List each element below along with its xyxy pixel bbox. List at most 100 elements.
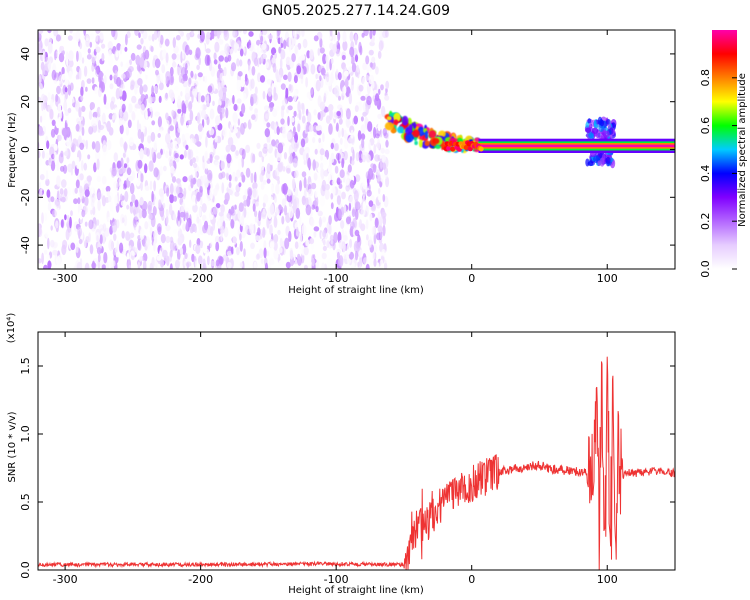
spectrogram-noise-cell <box>335 48 341 57</box>
spectrogram-noise-cell <box>221 182 225 194</box>
spectrogram-noise-cell <box>335 152 341 161</box>
spectrogram-noise-cell <box>273 241 278 251</box>
spectrogram-noise-cell <box>219 225 225 234</box>
spectrogram-noise-cell <box>318 216 322 228</box>
spectrogram-noise-cell <box>302 38 308 49</box>
spectrogram-noise-cell <box>140 94 146 103</box>
spectrogram-noise-cell <box>98 87 102 98</box>
spectrogram-noise-cell <box>149 106 153 112</box>
spectrogram-noise-cell <box>360 124 366 134</box>
spectrogram-noise-cell <box>92 205 96 216</box>
snr-series <box>38 356 675 570</box>
spectrogram-noise-cell <box>46 140 50 150</box>
spectrogram-noise-cell <box>283 185 289 191</box>
spectrogram-noise-cell <box>293 90 297 102</box>
spectrogram-noise-cell <box>250 242 255 249</box>
spectrogram-noise-cell <box>378 187 381 195</box>
spectrogram-noise-cell <box>251 66 256 76</box>
spectrogram-noise-cell <box>214 134 218 143</box>
spectrogram-noise-cell <box>362 62 368 71</box>
spectrogram-noise-cell <box>42 50 46 62</box>
spectrogram-noise-cell <box>206 54 211 66</box>
spectrogram-noise-cell <box>91 186 94 195</box>
spectrogram-noise-cell <box>151 120 156 126</box>
spectrogram-noise-cell <box>262 179 267 185</box>
spectrogram-noise-cell <box>111 30 116 38</box>
spectrogram-noise-cell <box>47 30 52 34</box>
spectrogram-noise-cell <box>272 38 277 49</box>
spectrogram-noise-cell <box>119 45 123 55</box>
spectrogram-noise-cell <box>343 253 347 260</box>
spectrogram-noise-cell <box>322 132 325 143</box>
spectrogram-noise-cell <box>120 84 126 90</box>
spectrogram-noise-cell <box>198 255 203 265</box>
x-tick-label: -300 <box>53 573 78 586</box>
spectrogram-noise-cell <box>223 226 229 238</box>
spectrogram-signal-cell <box>424 130 429 139</box>
spectrogram-noise-cell <box>79 42 83 50</box>
spectrogram-noise-cell <box>329 30 333 37</box>
spectrogram-noise-cell <box>382 127 387 137</box>
spectrogram-noise-cell <box>327 258 333 268</box>
spectrogram-noise-cell <box>232 233 238 245</box>
spectrogram-noise-cell <box>291 178 296 190</box>
spectrogram-noise-cell <box>214 235 220 244</box>
spectrogram-noise-cell <box>313 172 318 181</box>
spectrogram-noise-cell <box>78 238 83 245</box>
spectrogram-noise-cell <box>365 239 369 246</box>
spectrogram-noise-cell <box>375 66 379 75</box>
spectrogram-noise-cell <box>144 185 150 191</box>
spectrogram-noise-cell <box>188 49 193 56</box>
spectrogram-noise-cell <box>293 110 297 117</box>
spectrogram-noise-cell <box>101 43 106 49</box>
spectrogram-noise-cell <box>380 173 384 183</box>
spectrogram-noise-cell <box>215 241 220 252</box>
spectrogram-noise-cell <box>305 77 308 88</box>
spectrogram-noise-cell <box>169 125 175 132</box>
spectrogram-noise-cell <box>164 30 168 37</box>
spectrogram-noise-cell <box>108 49 112 57</box>
spectrogram-noise-cell <box>239 59 243 67</box>
spectrogram-noise-cell <box>158 82 164 91</box>
spectrogram-noise-cell <box>201 203 207 213</box>
spectrogram-noise-cell <box>177 210 181 221</box>
spectrogram-noise-cell <box>91 77 95 84</box>
spectrogram-noise-cell <box>58 153 64 164</box>
colorbar-tick-label: 0.0 <box>699 260 712 278</box>
spectrogram-noise-cell <box>248 39 251 49</box>
spectrogram-noise-cell <box>120 200 127 207</box>
spectrogram-noise-cell <box>165 119 170 127</box>
spectrogram-noise-cell <box>303 159 307 166</box>
spectrogram-noise-cell <box>111 167 117 177</box>
spectrogram-noise-cell <box>361 138 365 149</box>
spectrogram-disturbance-cell <box>604 130 610 138</box>
spectrogram-noise-cell <box>67 84 72 96</box>
spectrogram-noise-cell <box>210 226 214 236</box>
spectrogram-noise-cell <box>321 252 327 260</box>
spectrogram-noise-cell <box>376 173 382 182</box>
spectrogram-noise-cell <box>70 210 73 217</box>
spectrogram-noise-cell <box>40 181 44 192</box>
spectrogram-noise-cell <box>140 30 144 34</box>
x-tick-label: 100 <box>597 272 618 285</box>
spectrogram-noise-cell <box>380 147 385 154</box>
spectrogram-noise-cell <box>363 30 369 37</box>
spectrogram-noise-cell <box>183 149 187 159</box>
spectrogram-noise-cell <box>344 138 349 150</box>
spectrogram-noise-cell <box>69 216 72 229</box>
y-tick-label: -40 <box>19 236 32 254</box>
spectrogram-noise-cell <box>292 195 297 206</box>
spectrogram-noise-cell <box>241 103 246 114</box>
spectrogram-noise-cell <box>207 85 213 93</box>
spectrogram-noise-cell <box>328 215 332 225</box>
spectrogram-noise-cell <box>89 41 93 48</box>
spectrogram-disturbance-cell <box>597 116 603 126</box>
spectrogram-noise-cell <box>173 144 178 152</box>
spectrogram-noise-cell <box>162 249 168 259</box>
spectrogram-noise-cell <box>46 254 51 261</box>
spectrogram-noise-cell <box>266 122 271 128</box>
y-tick-label: 40 <box>19 47 32 61</box>
spectrogram-noise-cell <box>192 203 198 213</box>
spectrogram-noise-cell <box>191 194 197 206</box>
spectrogram-noise-cell <box>69 204 73 212</box>
